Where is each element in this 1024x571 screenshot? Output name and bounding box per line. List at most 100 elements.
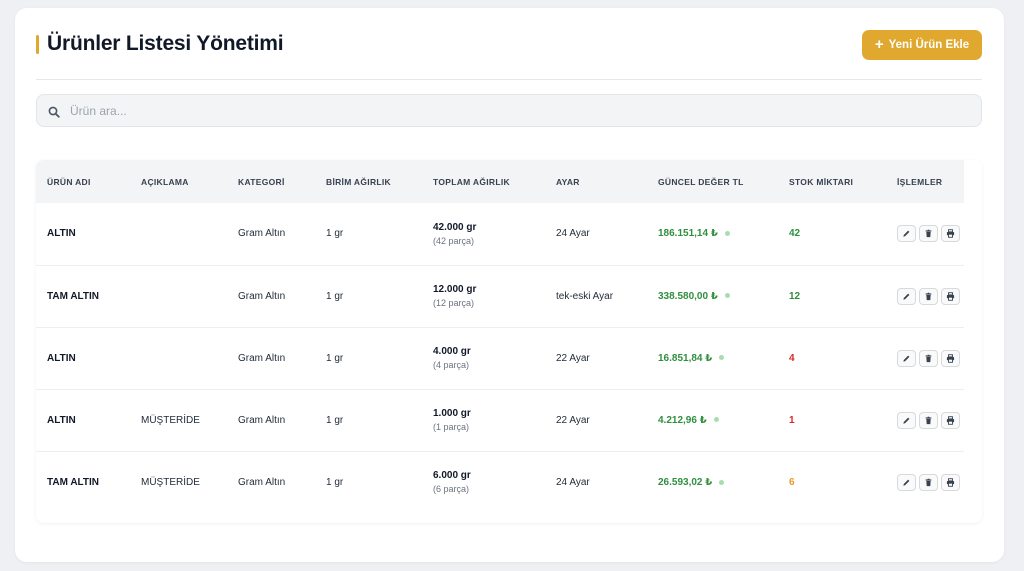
print-button[interactable] [941, 411, 960, 429]
current-value-cell: 186.151,14 ₺ [647, 203, 778, 265]
actions-cell [886, 451, 964, 513]
print-button[interactable] [941, 349, 960, 367]
product-category: Gram Altın [238, 228, 286, 240]
total-weight: 4.000 gr [433, 346, 471, 357]
plus-icon: + [874, 36, 884, 53]
edit-button[interactable] [897, 473, 916, 491]
table-row[interactable]: TAM ALTIN Gram Altın 1 gr 12.000 gr (12 parç… [36, 265, 964, 327]
delete-button[interactable] [919, 473, 938, 491]
total-weight: 12.000 gr [433, 284, 477, 295]
trash-icon [924, 416, 933, 425]
column-header: GÜNCEL DEĞER TL [658, 176, 744, 187]
total-weight-cell: 12.000 gr (12 parça) [422, 265, 545, 327]
edit-button[interactable] [897, 411, 916, 429]
print-button[interactable] [941, 287, 960, 305]
stock-cell: 12 [778, 265, 886, 327]
products-table-container: ÜRÜN ADI AÇIKLAMA KATEGORİ BİRİM AĞIRLIK TOP… [36, 160, 982, 523]
column-header: İŞLEMLER [897, 176, 943, 187]
unit-weight: 1 gr [326, 352, 344, 364]
stock-cell: 6 [778, 451, 886, 513]
stock-quantity: 1 [789, 414, 795, 426]
piece-count: (1 parça) [433, 422, 470, 432]
edit-icon [902, 229, 911, 238]
table-header-row: ÜRÜN ADI AÇIKLAMA KATEGORİ BİRİM AĞIRLIK TOP… [36, 160, 964, 203]
product-name: TAM ALTIN [47, 476, 100, 488]
column-header: BİRİM AĞIRLIK [326, 176, 391, 187]
current-value: 338.580,00 ₺ [658, 290, 718, 302]
edit-icon [902, 416, 911, 425]
actions-cell [886, 327, 964, 389]
trash-icon [924, 292, 933, 301]
print-icon [946, 478, 955, 487]
piece-count: (4 parça) [433, 360, 470, 370]
add-product-label: Yeni Ürün Ekle [888, 39, 970, 51]
delete-button[interactable] [919, 225, 938, 243]
status-dot-icon [724, 231, 730, 237]
search-bar [36, 94, 982, 127]
delete-button[interactable] [919, 287, 938, 305]
piece-count: (42 parça) [433, 235, 475, 246]
table-row[interactable]: ALTIN Gram Altın 1 gr 4.000 gr (4 parça) 22 A… [36, 327, 964, 389]
product-name: ALTIN [47, 414, 76, 426]
column-header: TOPLAM AĞIRLIK [433, 176, 510, 187]
unit-weight: 1 gr [326, 476, 344, 488]
products-table: ÜRÜN ADI AÇIKLAMA KATEGORİ BİRİM AĞIRLIK TOP… [36, 160, 964, 513]
stock-cell: 42 [778, 203, 886, 265]
add-product-button[interactable]: + Yeni Ürün Ekle [862, 30, 982, 60]
column-header: AÇIKLAMA [141, 176, 189, 187]
status-dot-icon [724, 293, 730, 299]
delete-button[interactable] [919, 411, 938, 429]
search-input[interactable] [70, 95, 970, 126]
actions-cell [886, 265, 964, 327]
page-header: Ürünler Listesi Yönetimi + Yeni Ürün Ekl… [36, 29, 982, 80]
karat: 22 Ayar [556, 352, 590, 364]
print-icon [946, 353, 955, 363]
total-weight: 1.000 gr [433, 408, 471, 419]
table-row[interactable]: ALTIN MÜŞTERİDE Gram Altın 1 gr 1.000 gr (1 p… [36, 389, 964, 451]
table-row[interactable]: ALTIN Gram Altın 1 gr 42.000 gr (42 parça) 24… [36, 203, 964, 265]
product-category: Gram Altın [238, 414, 286, 426]
page-title: Ürünler Listesi Yönetimi [47, 32, 284, 55]
trash-icon [924, 478, 933, 487]
product-description: MÜŞTERİDE [141, 414, 200, 426]
stock-cell: 1 [778, 389, 886, 451]
trash-icon [924, 354, 933, 363]
print-button[interactable] [941, 473, 960, 491]
stock-quantity: 4 [789, 352, 795, 364]
current-value-cell: 4.212,96 ₺ [647, 389, 778, 451]
column-header: AYAR [556, 176, 580, 187]
current-value-cell: 338.580,00 ₺ [647, 265, 778, 327]
actions-cell [886, 203, 964, 265]
edit-button[interactable] [897, 349, 916, 367]
trash-icon [924, 229, 933, 238]
edit-button[interactable] [897, 225, 916, 243]
product-description [130, 327, 227, 389]
delete-button[interactable] [919, 349, 938, 367]
product-category: Gram Altın [238, 476, 286, 488]
karat: 24 Ayar [556, 228, 590, 240]
edit-icon [902, 292, 911, 301]
current-value: 16.851,84 ₺ [658, 352, 713, 364]
karat: 22 Ayar [556, 414, 590, 426]
unit-weight: 1 gr [326, 228, 344, 240]
piece-count: (12 parça) [433, 298, 475, 308]
total-weight-cell: 6.000 gr (6 parça) [422, 451, 545, 513]
edit-icon [902, 478, 911, 487]
product-description [130, 265, 227, 327]
unit-weight: 1 gr [326, 414, 344, 426]
stock-quantity: 42 [789, 228, 801, 240]
products-card: Ürünler Listesi Yönetimi + Yeni Ürün Ekl… [15, 8, 1004, 562]
print-button[interactable] [941, 225, 960, 243]
edit-button[interactable] [897, 287, 916, 305]
column-header: ÜRÜN ADI [47, 176, 91, 187]
column-header: STOK MİKTARI [789, 176, 854, 187]
current-value-cell: 16.851,84 ₺ [647, 327, 778, 389]
product-category: Gram Altın [238, 290, 286, 302]
karat: tek-eski Ayar [556, 290, 614, 302]
current-value-cell: 26.593,02 ₺ [647, 451, 778, 513]
table-row[interactable]: TAM ALTIN MÜŞTERİDE Gram Altın 1 gr 6.000 gr… [36, 451, 964, 513]
total-weight-cell: 42.000 gr (42 parça) [422, 203, 545, 265]
title-accent-bar [36, 35, 39, 54]
unit-weight: 1 gr [326, 290, 344, 302]
current-value: 4.212,96 ₺ [658, 414, 707, 426]
